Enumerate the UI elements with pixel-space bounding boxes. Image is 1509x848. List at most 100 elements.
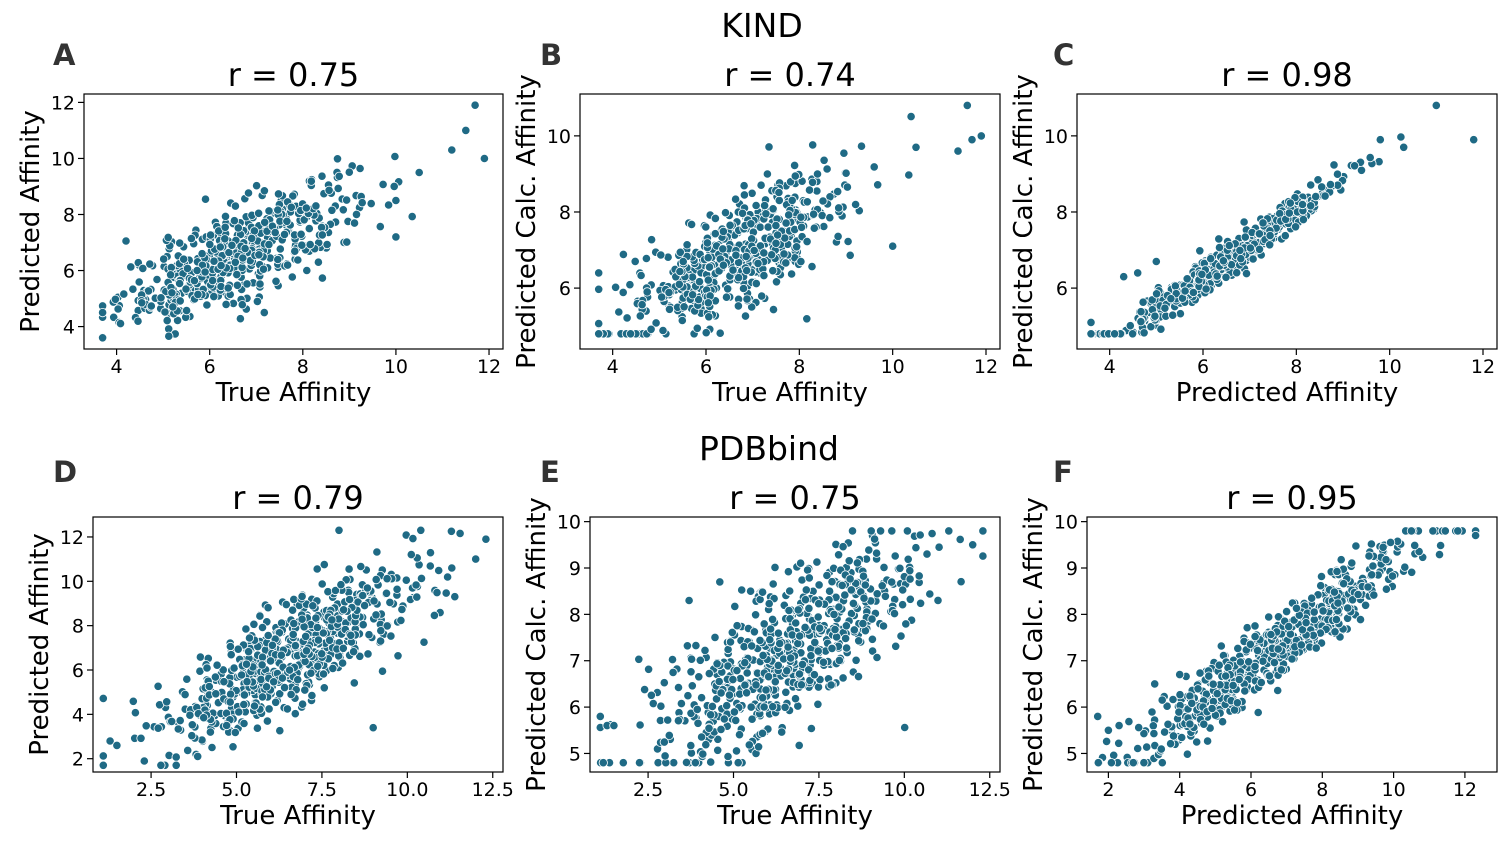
data-point [313, 635, 323, 645]
x-tick-label: 10.0 [386, 779, 428, 801]
x-tick-label: 8 [793, 356, 805, 378]
data-point [840, 590, 850, 600]
data-point [1133, 743, 1143, 754]
data-point [168, 302, 178, 312]
data-point [914, 571, 924, 581]
data-point [848, 598, 859, 609]
data-point [284, 665, 295, 675]
y-tick-label: 6 [72, 660, 84, 682]
data-point [378, 179, 388, 189]
data-point [927, 528, 937, 539]
y-axis-label: Predicted Affinity [25, 533, 55, 756]
data-point [375, 222, 385, 232]
data-point [234, 707, 244, 717]
data-point [724, 690, 735, 700]
panel-letter: C [1053, 38, 1074, 72]
data-point [794, 669, 805, 679]
data-point [804, 185, 815, 195]
data-point [372, 547, 382, 557]
data-point [275, 689, 285, 699]
data-point [683, 691, 693, 701]
data-point [701, 328, 711, 338]
data-point [674, 279, 684, 289]
data-point [753, 742, 764, 752]
data-point [368, 723, 378, 733]
data-point [1311, 643, 1321, 653]
data-point [664, 304, 675, 314]
data-point [363, 649, 373, 659]
data-point [636, 270, 646, 281]
data-point [392, 584, 402, 594]
data-point [800, 622, 810, 633]
x-tick-label: 10 [1378, 356, 1402, 378]
data-point [682, 240, 692, 250]
data-point [349, 218, 360, 228]
data-point [377, 666, 388, 676]
data-point [145, 259, 155, 269]
x-axis-label: True Affinity [215, 378, 372, 408]
data-point [446, 526, 456, 536]
data-point [237, 300, 247, 310]
data-point [713, 745, 723, 755]
data-point [244, 647, 254, 657]
data-point [275, 244, 285, 254]
data-point [653, 758, 663, 768]
data-point [1177, 732, 1187, 743]
x-tick-label: 10 [1382, 779, 1406, 801]
data-point [791, 618, 801, 628]
data-point [1138, 297, 1148, 307]
data-point [684, 595, 694, 606]
data-point [1208, 679, 1218, 689]
data-point [450, 592, 460, 602]
data-point [286, 202, 296, 212]
data-point [257, 652, 268, 662]
data-point [793, 605, 803, 615]
data-point [779, 249, 789, 259]
data-point [1228, 680, 1238, 691]
data-point [1287, 654, 1297, 664]
data-point [1367, 570, 1377, 580]
data-point [694, 277, 705, 287]
data-point [222, 720, 232, 731]
x-tick-label: 12.5 [969, 779, 1011, 801]
data-point [357, 198, 367, 208]
data-point [391, 232, 401, 242]
data-point [419, 637, 429, 647]
data-point [700, 645, 710, 656]
data-point [922, 549, 932, 559]
data-point [1325, 180, 1336, 190]
data-point [793, 638, 803, 649]
data-point [416, 525, 426, 535]
data-point [1336, 555, 1346, 565]
data-point [852, 558, 863, 568]
data-point [252, 181, 262, 191]
data-point [934, 542, 944, 552]
data-point [1160, 303, 1170, 313]
plot-frame [83, 93, 504, 350]
data-point [1254, 229, 1265, 239]
data-point [744, 740, 754, 750]
data-point [757, 728, 768, 738]
data-point [707, 701, 718, 712]
data-point [658, 325, 668, 336]
data-point [119, 289, 129, 299]
data-point [796, 680, 807, 690]
data-point [880, 591, 891, 601]
data-point [265, 656, 276, 666]
data-point [925, 589, 935, 599]
data-point [324, 635, 335, 645]
data-point [691, 640, 701, 651]
data-point [1148, 721, 1158, 731]
data-point [1273, 644, 1283, 654]
data-point [383, 200, 394, 210]
data-point [896, 631, 906, 641]
data-point [293, 255, 303, 265]
data-point [771, 221, 781, 231]
data-point [767, 614, 778, 625]
y-axis-label: Predicted Calc. Affinity [512, 74, 542, 369]
data-point [254, 208, 264, 218]
data-point [238, 253, 248, 263]
data-point [286, 689, 296, 700]
data-point [207, 742, 217, 753]
data-point [1139, 758, 1149, 768]
